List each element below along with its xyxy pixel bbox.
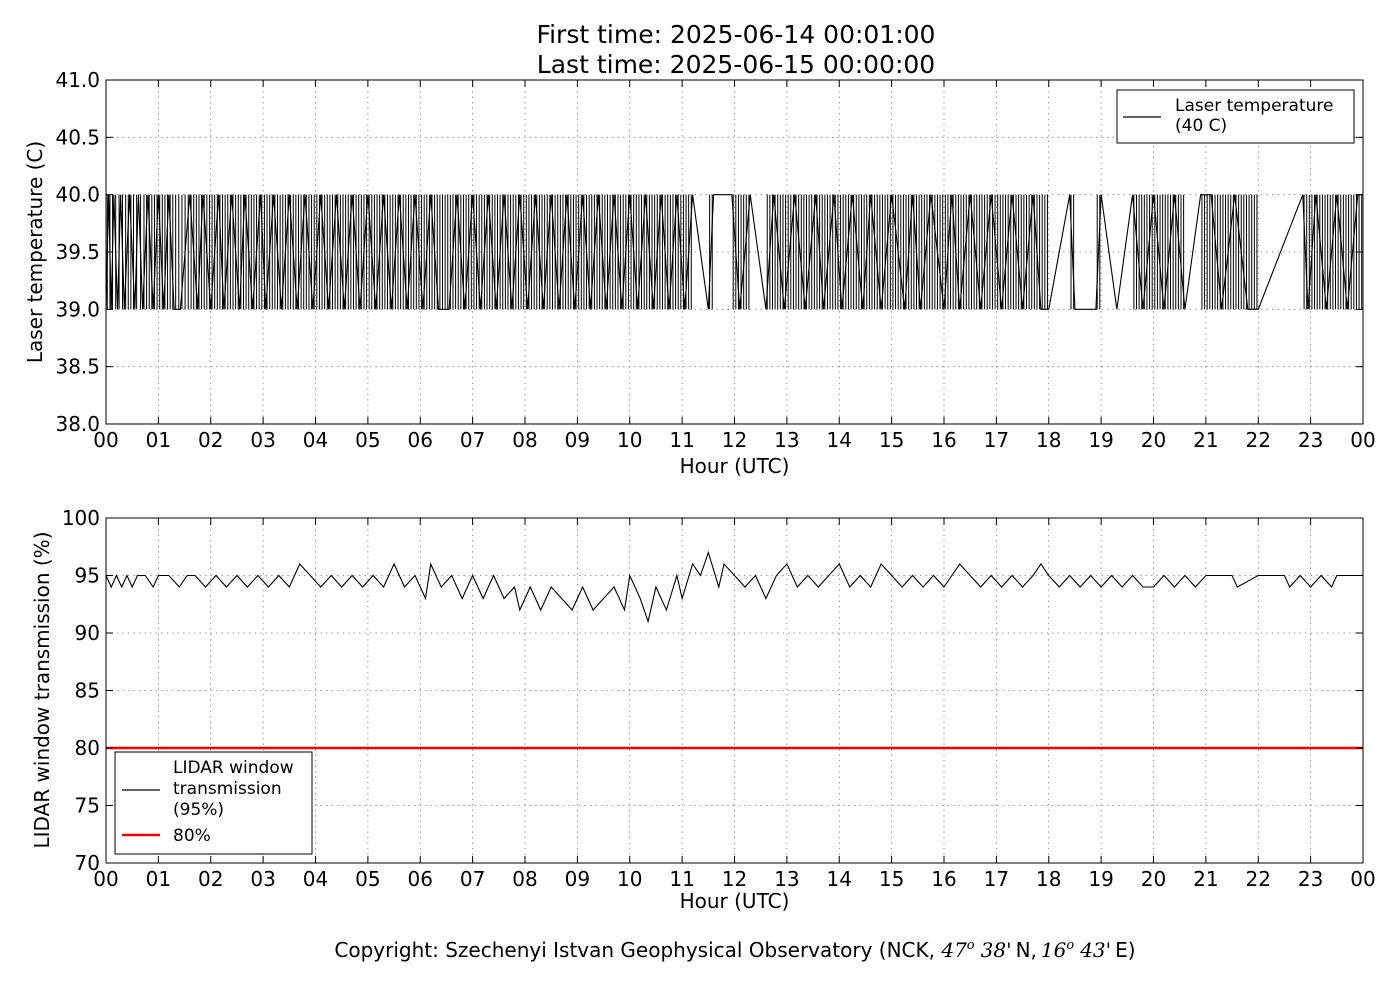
x-tick-label: 12 (722, 428, 747, 452)
x-tick-label: 06 (408, 867, 433, 891)
y-tick-label: 41.0 (55, 68, 100, 92)
legend-label-transmission: LIDAR window transmission (95%) (173, 758, 294, 820)
copyright-text: Copyright: Szechenyi Istvan Geophysical … (334, 938, 1135, 962)
x-tick-label: 13 (774, 867, 799, 891)
x-tick-label: 20 (1141, 428, 1166, 452)
y-tick-label: 90 (75, 621, 100, 645)
x-tick-label: 02 (198, 867, 223, 891)
x-tick-label: 11 (669, 428, 694, 452)
x-axis-label: Hour (UTC) (680, 889, 790, 913)
x-tick-label: 00 (93, 428, 118, 452)
lidar-transmission-plot: 00 01 02 03 04 05 06 07 08 09 10 11 12 13 14 15 16 17 18 19… (30, 506, 1376, 913)
x-tick-label: 12 (722, 867, 747, 891)
y-tick-label: 39.5 (55, 240, 100, 264)
legend-label-threshold: 80% (173, 826, 211, 846)
x-tick-label: 17 (984, 428, 1009, 452)
x-tick-label: 04 (303, 428, 328, 452)
x-tick-label: 03 (250, 428, 275, 452)
y-tick-label: 100 (62, 506, 100, 530)
x-tick-label: 11 (669, 867, 694, 891)
y-tick-label: 39.0 (55, 297, 100, 321)
x-tick-label: 22 (1246, 428, 1271, 452)
lidar-transmission-series (105, 550, 1363, 750)
x-tick-label: 19 (1088, 428, 1113, 452)
x-tick-label: 14 (827, 867, 852, 891)
x-tick-label: 00 (1350, 428, 1375, 452)
x-tick-label: 05 (355, 867, 380, 891)
series-line (105, 550, 1363, 624)
ticks: 00 01 02 03 04 05 06 07 08 09 10 11 12 13 14 15 16 17 18 19… (62, 506, 1376, 891)
grid (106, 80, 1363, 424)
y-tick-label: 85 (75, 679, 100, 703)
x-tick-label: 16 (931, 428, 956, 452)
x-tick-label: 04 (303, 867, 328, 891)
x-tick-label: 21 (1193, 428, 1218, 452)
x-tick-label: 10 (617, 428, 642, 452)
x-tick-label: 00 (1350, 867, 1375, 891)
y-tick-label: 38.5 (55, 355, 100, 379)
x-tick-label: 01 (146, 867, 171, 891)
legend: Laser temperature (40 C) (1116, 89, 1355, 144)
x-tick-label: 19 (1088, 867, 1113, 891)
x-axis-label: Hour (UTC) (680, 454, 790, 478)
y-tick-label: 95 (75, 564, 100, 588)
x-tick-label: 23 (1298, 428, 1323, 452)
laser-temperature-plot: 00 01 02 03 04 05 06 07 08 09 10 11 12 13 14 15 16 17 18 19… (23, 68, 1376, 478)
x-tick-label: 17 (984, 867, 1009, 891)
y-axis-label: LIDAR window transmission (%) (30, 532, 54, 849)
laser-temperature-series (105, 194, 1363, 310)
legend: LIDAR window transmission (95%) 80% (114, 751, 313, 855)
y-axis-label: Laser temperature (C) (23, 141, 47, 363)
x-tick-label: 08 (512, 428, 537, 452)
chart-subtitle: Last time: 2025-06-15 00:00:00 (537, 50, 935, 79)
x-tick-label: 13 (774, 428, 799, 452)
x-tick-label: 07 (460, 867, 485, 891)
x-tick-label: 06 (408, 428, 433, 452)
chart-title: First time: 2025-06-14 00:01:00 (537, 20, 936, 49)
x-tick-label: 05 (355, 428, 380, 452)
x-tick-label: 20 (1141, 867, 1166, 891)
legend-box (114, 751, 313, 855)
x-tick-label: 00 (93, 867, 118, 891)
x-tick-label: 18 (1036, 867, 1061, 891)
x-tick-label: 09 (565, 428, 590, 452)
x-tick-label: 09 (565, 867, 590, 891)
x-tick-label: 10 (617, 867, 642, 891)
x-tick-label: 16 (931, 867, 956, 891)
y-tick-label: 38.0 (55, 412, 100, 436)
x-tick-label: 21 (1193, 867, 1218, 891)
y-tick-label: 40.5 (55, 125, 100, 149)
y-tick-label: 80 (75, 736, 100, 760)
x-tick-label: 02 (198, 428, 223, 452)
x-tick-label: 14 (827, 428, 852, 452)
y-tick-label: 75 (75, 794, 100, 818)
legend-label-laser: Laser temperature (40 C) (1175, 96, 1333, 136)
x-tick-label: 18 (1036, 428, 1061, 452)
x-tick-label: 07 (460, 428, 485, 452)
x-tick-label: 23 (1298, 867, 1323, 891)
ticks: 00 01 02 03 04 05 06 07 08 09 10 11 12 13 14 15 16 17 18 19… (55, 68, 1375, 452)
y-tick-label: 70 (75, 851, 100, 875)
y-tick-label: 40.0 (55, 183, 100, 207)
x-tick-label: 22 (1246, 867, 1271, 891)
x-tick-label: 15 (879, 867, 904, 891)
x-tick-label: 03 (250, 867, 275, 891)
x-tick-label: 01 (146, 428, 171, 452)
x-tick-label: 08 (512, 867, 537, 891)
x-tick-label: 15 (879, 428, 904, 452)
